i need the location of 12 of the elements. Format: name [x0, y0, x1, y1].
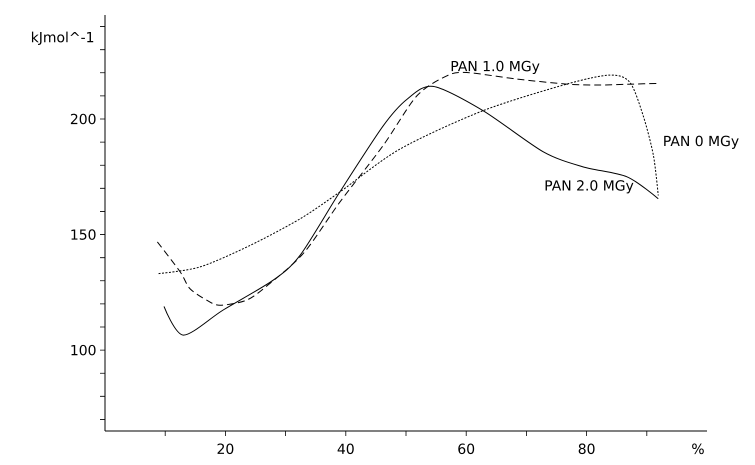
y-tick-label: 200: [70, 114, 96, 124]
series-label: PAN 0 MGy: [664, 136, 739, 149]
series-label: PAN 1.0 MGy: [452, 60, 540, 74]
x-tick-label: 20: [218, 444, 234, 454]
x-axis-title: %: [692, 444, 704, 454]
y-axis-title: kJmol^-1: [32, 32, 94, 45]
x-tick-label: 80: [578, 444, 595, 454]
y-tick-label: 150: [71, 229, 96, 240]
x-tick-label: 60: [458, 444, 474, 454]
series-label: PAN 2.0 MGy: [546, 180, 634, 194]
x-tick-label: 40: [338, 444, 354, 454]
y-tick-label: 100: [71, 344, 96, 356]
